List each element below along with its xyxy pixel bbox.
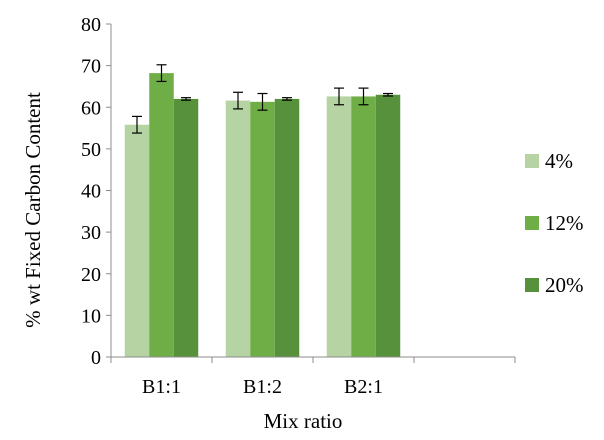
bar-4pct-B1-2 [225,100,251,357]
y-tick-label: 50 [81,139,101,161]
bar-20pct-B2-1 [375,94,401,357]
legend-swatch [525,154,539,168]
y-tick-labels: 0 10 20 30 40 50 60 70 80 [81,14,101,369]
y-tick-label: 20 [81,264,101,286]
y-tick-label: 0 [91,347,101,369]
legend: 4% 12% 20% [525,149,584,297]
x-tick-label: B2:1 [344,376,383,398]
x-tick-label: B1:2 [243,376,282,398]
y-tick-label: 30 [81,222,101,244]
legend-swatch [525,278,539,292]
y-tick-label: 10 [81,305,101,327]
bar-20pct-B1-1 [173,98,199,358]
x-tick-label: B1:1 [142,376,181,398]
legend-label: 20% [545,273,584,297]
y-tick-label: 70 [81,56,101,78]
bar-12pct-B1-2 [250,101,275,358]
bar-4pct-B2-1 [326,96,352,358]
error-bars-layer [132,64,393,134]
legend-label: 12% [545,211,584,235]
bar-12pct-B1-1 [149,73,174,358]
bars-layer [124,73,401,358]
legend-label: 4% [545,149,573,173]
bar-4pct-B1-1 [124,124,150,357]
x-tick-labels: B1:1 B1:2 B2:1 [142,376,383,398]
legend-swatch [525,216,539,230]
bar-12pct-B2-1 [351,96,376,358]
x-axis-title: Mix ratio [264,409,343,433]
bar-20pct-B1-2 [274,98,300,358]
y-axis-title: % wt Fixed Carbon Content [21,92,45,328]
y-tick-label: 80 [81,14,101,36]
y-tick-label: 60 [81,97,101,119]
y-tick-label: 40 [81,181,101,203]
axes-layer [106,23,516,363]
